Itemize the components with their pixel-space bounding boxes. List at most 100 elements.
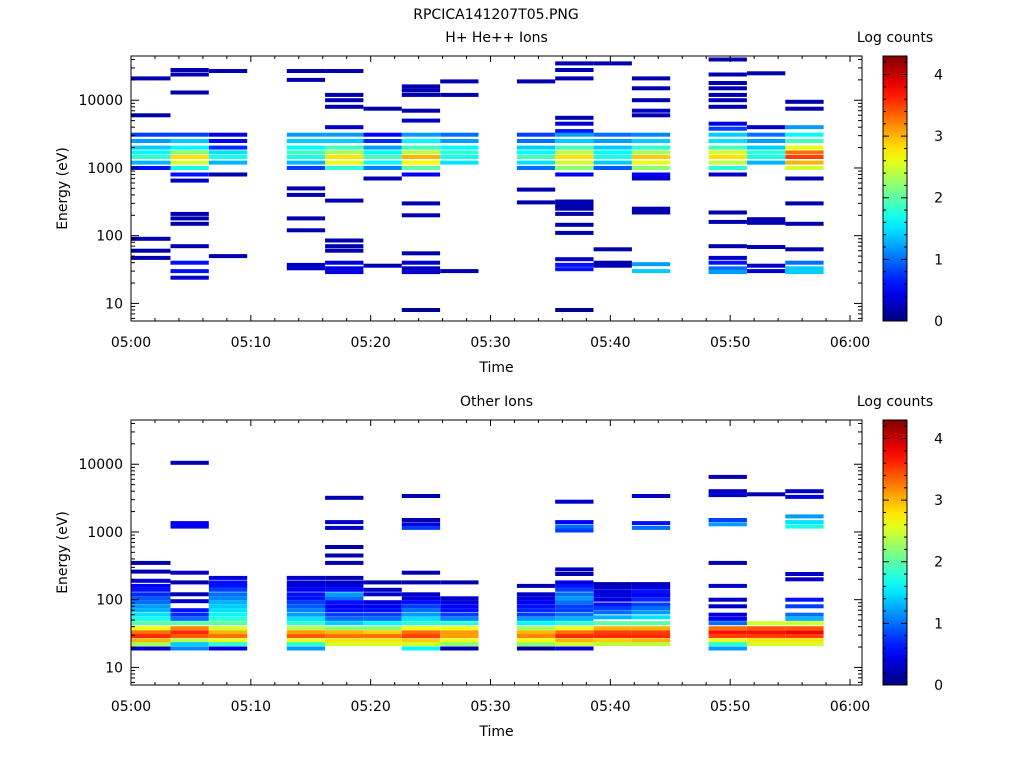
heatmap-cell: [363, 626, 402, 631]
heatmap-cell: [555, 583, 594, 588]
heatmap-cell: [785, 139, 824, 143]
heatmap-cell: [401, 172, 441, 177]
heatmap-cell: [401, 616, 441, 621]
heatmap-cell: [363, 587, 402, 592]
heatmap-cell: [555, 626, 594, 631]
heatmap-cell: [325, 125, 364, 130]
heatmap-cell: [208, 580, 248, 585]
heatmap-cell: [401, 92, 441, 97]
heatmap-cell: [708, 172, 747, 177]
heatmap-cell: [440, 604, 479, 609]
heatmap-cell: [747, 630, 786, 635]
heatmap-cell: [208, 575, 248, 580]
heatmap-cell: [208, 612, 248, 617]
heatmap-cell: [708, 518, 747, 522]
colorbar-tick-label: 3: [934, 129, 943, 145]
heatmap-cell: [363, 160, 402, 165]
x-tick-label: 05:30: [470, 335, 510, 351]
heatmap-cell: [516, 132, 556, 137]
heatmap-cell: [555, 150, 594, 155]
heatmap-cell: [286, 69, 326, 73]
heatmap-cell: [325, 270, 364, 275]
heatmap-cell: [131, 646, 171, 651]
heatmap-cell: [631, 160, 671, 165]
heatmap-cell: [170, 460, 209, 465]
heatmap-cell: [325, 145, 364, 150]
heatmap-cell: [208, 630, 248, 635]
heatmap-cell: [286, 630, 326, 635]
heatmap-cell: [325, 587, 364, 592]
heatmap-cell: [555, 267, 594, 272]
heatmap-cell: [131, 578, 171, 583]
colorbar-label: Log counts: [857, 394, 933, 410]
heatmap-cell: [440, 150, 479, 155]
heatmap-cell: [131, 150, 171, 155]
heatmap-cell: [631, 521, 671, 526]
heatmap-cell: [555, 160, 594, 165]
heatmap-cell: [785, 630, 824, 635]
heatmap-cell: [170, 630, 209, 635]
heatmap-cell: [555, 580, 594, 585]
heatmap-cell: [708, 57, 747, 62]
heatmap-cell: [785, 626, 824, 631]
heatmap-cell: [631, 86, 671, 91]
heatmap-cell: [131, 630, 171, 635]
heatmap-cell: [208, 634, 248, 639]
heatmap-cell: [708, 166, 747, 170]
heatmap-cell: [208, 132, 248, 137]
heatmap-cell: [170, 150, 209, 155]
heatmap-cell: [131, 642, 171, 647]
heatmap-cell: [363, 616, 402, 621]
heatmap-cell: [516, 634, 556, 639]
heatmap-cell: [555, 115, 594, 120]
heatmap-cell: [325, 155, 364, 159]
heatmap-cell: [170, 642, 209, 647]
x-tick-label: 05:40: [590, 335, 630, 351]
heatmap-cell: [631, 582, 671, 587]
y-axis-label: Energy (eV): [55, 147, 71, 230]
heatmap-cell: [593, 160, 632, 165]
spectrogram-panel-2: 05:00 05:10 05:20 05:30 05:40 05:50 06:0010100…: [55, 394, 943, 740]
heatmap-cell: [170, 592, 209, 597]
heatmap-cell: [363, 166, 402, 170]
heatmap-cell: [631, 615, 671, 620]
colorbar-label: Log counts: [857, 30, 933, 46]
heatmap-cell: [401, 213, 441, 218]
heatmap-cell: [631, 132, 671, 137]
heatmap-cell: [708, 597, 747, 602]
heatmap-cell: [286, 186, 326, 191]
heatmap-cell: [208, 172, 248, 177]
heatmap-cell: [131, 596, 171, 601]
heatmap-cell: [555, 587, 594, 592]
heatmap-cell: [785, 572, 824, 576]
heatmap-cell: [631, 113, 671, 118]
heatmap-cell: [131, 155, 171, 159]
heatmap-cell: [631, 269, 671, 274]
y-axis-label: Energy (eV): [55, 511, 71, 594]
x-tick-label: 05:20: [350, 699, 390, 715]
heatmap-cell: [401, 155, 441, 159]
y-tick-label: 100: [96, 229, 123, 245]
heatmap-cell: [131, 638, 171, 643]
heatmap-cell: [131, 626, 171, 631]
heatmap-cell: [325, 150, 364, 155]
heatmap-cell: [440, 145, 479, 150]
colorbar-tick-label: 3: [934, 493, 943, 509]
heatmap-cell: [363, 600, 402, 605]
heatmap-cell: [363, 106, 402, 111]
heatmap-cell: [516, 139, 556, 143]
heatmap-cell: [516, 604, 556, 609]
heatmap-cell: [747, 642, 786, 647]
heatmap-cell: [631, 172, 671, 177]
heatmap-cell: [325, 596, 364, 601]
heatmap-cell: [440, 160, 479, 165]
heatmap-cell: [708, 145, 747, 150]
heatmap-cell: [708, 642, 747, 647]
heatmap-cell: [785, 270, 824, 275]
colorbar-tick-label: 4: [934, 431, 943, 447]
heatmap-cell: [208, 626, 248, 631]
heatmap-cell: [631, 98, 671, 103]
heatmap-cell: [555, 206, 594, 211]
heatmap-cell: [440, 608, 479, 613]
heatmap-cell: [593, 263, 632, 268]
